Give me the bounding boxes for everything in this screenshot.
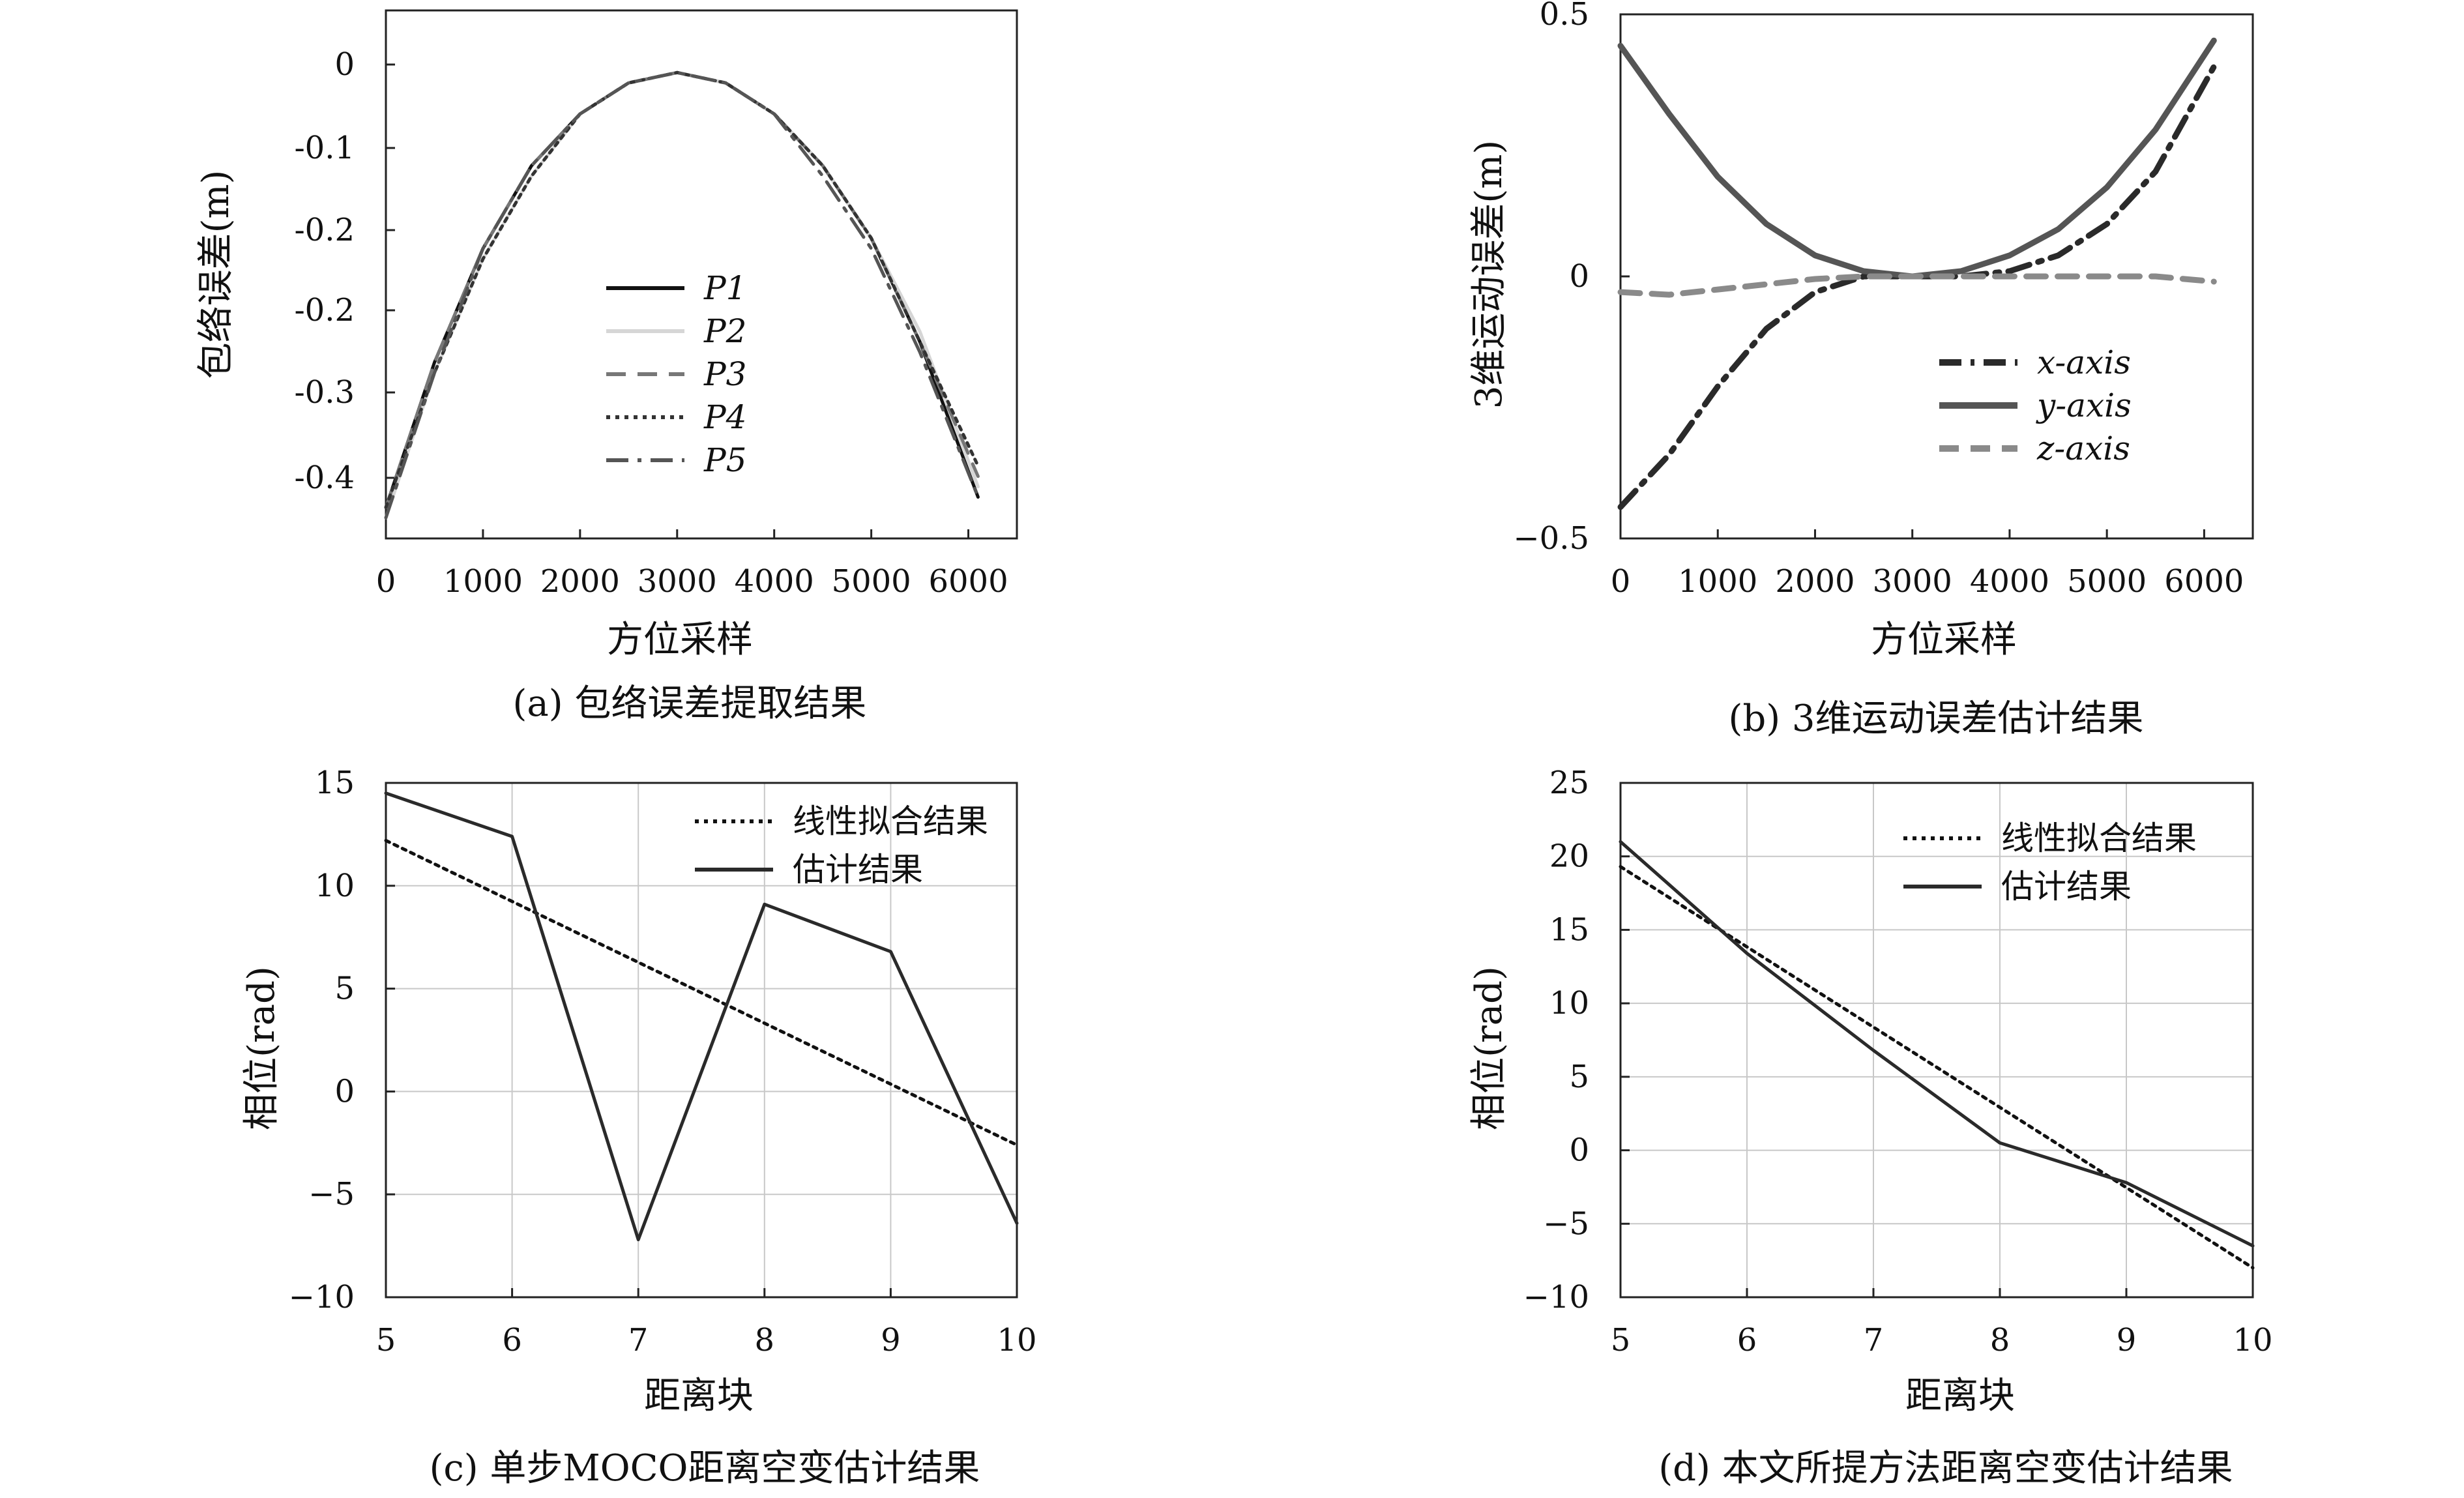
x-tick-label: 1000 [1678,563,1757,600]
y-tick-label: -0.3 [294,374,355,411]
plot-frame [385,782,1018,1299]
x-tick-label: 8 [1990,1322,2010,1358]
x-tick-label: 0 [1611,563,1631,600]
y-tick-label: 0 [334,46,355,83]
series-line-5 [384,70,980,520]
x-tick-label: 7 [1864,1322,1884,1358]
y-tick-label: 0 [1569,258,1589,295]
y-tick-label: -0.1 [294,130,355,166]
y-axis-label: 3维运动误差(m) [1468,140,1510,409]
x-tick-label: 9 [881,1322,901,1358]
series-line-2 [384,791,1019,1242]
chart-panel-a: 0 1000 2000 3000 4000 5000 6000 0 -0.1 -0.2 -0.2 -0… [195,9,1018,725]
legend-label-2: y-axis [2036,387,2132,424]
plot-frame [385,9,1018,540]
x-tick-label: 4000 [735,563,814,600]
series-line-1 [384,838,1019,1147]
y-tick-label: −5 [308,1176,355,1212]
y-tick-label: 0 [334,1073,355,1109]
legend-label-2: P2 [703,312,746,350]
y-tick-label: -0.2 [294,292,355,329]
chart-panel-b: 0 1000 2000 3000 4000 5000 6000 0.5 0 −0.5 x-axis y… [1468,0,2254,740]
y-axis-label: 相位(rad) [241,966,283,1130]
plot-frame [1619,782,2254,1299]
legend-label-1: x-axis [2037,344,2131,381]
legend-label-4: P4 [703,398,746,436]
y-tick-label: −5 [1543,1205,1589,1242]
legend-label-1: P1 [703,269,746,307]
panel-caption: (c) 单步MOCO距离空变估计结果 [430,1447,980,1490]
y-tick-label: 15 [1549,911,1589,948]
legend-label-3: z-axis [2036,430,2130,467]
series-line-2 [1619,840,2255,1248]
y-tick-label: −10 [289,1279,355,1315]
x-axis-label: 方位采样 [607,619,753,661]
y-tick-label: −10 [1523,1279,1589,1315]
y-tick-label: 25 [1549,765,1589,801]
legend-label-1: 线性拟合结果 [793,802,988,840]
x-tick-label: 5000 [2067,563,2147,600]
x-axis-label: 距离块 [644,1375,754,1417]
x-tick-label: 5 [376,1322,396,1358]
x-tick-label: 6 [502,1322,522,1358]
x-tick-label: 4000 [1970,563,2049,600]
x-tick-label: 2000 [540,563,620,600]
x-tick-label: 10 [2233,1322,2272,1358]
series-line-3 [1617,273,2217,298]
y-tick-label: 0 [1569,1132,1589,1169]
series-line-1 [1619,865,2255,1270]
y-axis-label: 相位(rad) [1468,966,1510,1130]
x-tick-label: 0 [376,563,396,600]
x-tick-label: 8 [755,1322,775,1358]
x-axis-label: 距离块 [1905,1375,2015,1417]
y-tick-label: 10 [315,868,355,904]
y-tick-label: 20 [1549,838,1589,875]
legend-label-3: P3 [703,355,746,393]
legend-label-2: 估计结果 [793,851,923,889]
panel-caption: (b) 3维运动误差估计结果 [1729,698,2144,740]
y-tick-label: 10 [1549,985,1589,1021]
x-tick-label: 3000 [1873,563,1952,600]
x-tick-label: 5 [1611,1322,1631,1358]
legend-label-1: 线性拟合结果 [2001,819,2197,857]
series-line-2 [1617,37,2217,280]
x-tick-label: 10 [997,1322,1036,1358]
x-tick-label: 6000 [2164,563,2244,600]
y-tick-label: −0.5 [1513,520,1589,557]
y-tick-label: -0.4 [294,460,355,496]
x-tick-label: 1000 [443,563,523,600]
x-tick-label: 2000 [1775,563,1855,600]
x-axis-label: 方位采样 [1871,619,2017,661]
y-axis-label: 包络误差(m) [195,170,237,379]
y-tick-label: 5 [334,971,355,1007]
panel-caption: (a) 包络误差提取结果 [513,683,867,725]
series-line-4 [384,70,980,509]
y-tick-label: -0.2 [294,212,355,248]
x-tick-label: 7 [628,1322,649,1358]
y-tick-label: 5 [1569,1059,1589,1095]
x-tick-label: 3000 [638,563,717,600]
panel-caption: (d) 本文所提方法距离空变估计结果 [1658,1447,2233,1490]
y-tick-label: 15 [315,765,355,801]
x-tick-label: 9 [2117,1322,2137,1358]
x-tick-label: 5000 [832,563,911,600]
series-line-2 [384,70,980,520]
x-tick-label: 6000 [928,563,1008,600]
y-tick-label: 0.5 [1540,0,1589,33]
legend-label-2: 估计结果 [2001,868,2132,905]
legend-label-5: P5 [703,441,746,479]
x-tick-label: 6 [1737,1322,1757,1358]
